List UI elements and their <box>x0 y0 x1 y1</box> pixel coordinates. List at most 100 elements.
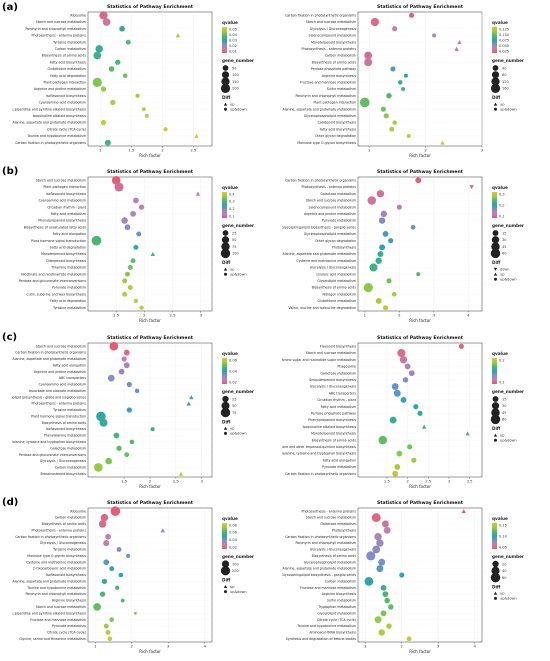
legend-diff-label: up <box>500 592 505 596</box>
pathway-label: Glycolysis / Gluconeogenesis <box>40 541 87 545</box>
pathway-label: Glycolysis / Gluconeogenesis <box>310 548 357 552</box>
panel-letter-b: (b) <box>2 166 19 177</box>
pathway-point <box>380 106 386 112</box>
x-tick-label: 2.5 <box>173 479 180 484</box>
x-tick-label: 4 <box>473 644 476 649</box>
pathway-point <box>125 39 131 45</box>
x-tick-label: 3 <box>433 313 436 318</box>
legend-diff-title: Diff <box>492 584 501 589</box>
legend-size-label: 75 <box>232 411 236 415</box>
legend-qvalue-tick: 0.03 <box>229 38 237 42</box>
pathway-point <box>374 533 382 541</box>
chart-title: Statistics of Pathway Enrichment <box>377 169 464 175</box>
legend-size-label: 40 <box>502 569 506 573</box>
pathway-label: Glycerophospholipid metabolism <box>304 232 356 236</box>
pathway-point <box>100 86 107 92</box>
legend-diff-label: up&down <box>500 597 517 601</box>
x-tick-label: 1 <box>368 148 371 153</box>
pathway-point <box>392 26 398 32</box>
pathway-label: Carbon fixation in photosynthetic organi… <box>15 351 86 355</box>
pathway-label: Fructose and mannose metabolism <box>30 618 86 622</box>
pathway-point <box>465 431 470 436</box>
x-tick-label: 2 <box>401 644 404 649</box>
legend-size-dot <box>221 560 230 568</box>
legend-size-dot <box>492 65 499 71</box>
legend-size-label: 100 <box>232 562 239 566</box>
pathway-point <box>413 404 419 410</box>
legend-size-label: 45 <box>502 411 506 415</box>
pathway-point <box>366 551 376 561</box>
pathway-point <box>375 298 382 304</box>
x-tick-label: 2.5 <box>190 148 197 153</box>
pathway-point <box>99 418 108 427</box>
legend-qvalue-colorbar <box>492 27 497 53</box>
x-tick-label: 2 <box>406 479 409 484</box>
pathway-point <box>421 424 427 429</box>
x-tick-label: 4 <box>467 313 470 318</box>
pathway-point <box>141 107 146 112</box>
pathway-point <box>189 395 194 400</box>
pathway-label: Starch and sucrose metabolism <box>306 20 356 24</box>
legend-size-label: 20 <box>502 562 506 566</box>
chart-b-right: Statistics of Pathway Enrichment 1 2 3 4 Rich… <box>282 169 525 323</box>
pathway-label: Carbon metabolism <box>325 54 356 58</box>
pathway-point <box>386 93 392 99</box>
x-tick-label: 1 <box>364 313 367 318</box>
pathway-point <box>109 566 115 572</box>
x-tick-label: 1 <box>99 148 102 153</box>
pathway-label: Mannose type O-glycan biosynthesis <box>297 141 356 145</box>
pathway-point <box>378 629 385 636</box>
pathway-point <box>404 363 411 370</box>
pathway-label: Tyrosine metabolism <box>52 40 86 44</box>
pathway-point <box>372 545 381 554</box>
pathway-point <box>105 457 113 465</box>
pathway-point <box>110 99 116 106</box>
pathway-point <box>163 127 168 132</box>
legend-diff-marker <box>493 272 498 276</box>
x-tick-label: 1 <box>364 644 367 649</box>
pathway-label: Phenylalanine, tyrosine and tryptophan b… <box>12 440 86 444</box>
legend-qvalue-tick: 0.04 <box>229 538 238 542</box>
pathway-point <box>111 176 121 185</box>
legend-size-dot <box>491 408 500 417</box>
pathway-point <box>119 25 125 32</box>
pathway-point <box>382 305 389 311</box>
pathway-point <box>92 77 102 87</box>
legend-size-label: 200 <box>232 569 239 573</box>
legend-size-label: 75 <box>232 245 236 249</box>
pathway-point <box>364 58 373 67</box>
legend-diff-title: Diff <box>492 260 501 265</box>
pathway-point <box>123 349 130 356</box>
x-axis-label: Rich factor <box>139 153 161 158</box>
legend-diff-title: Diff <box>492 95 501 100</box>
legend-qvalue-title: qvalue <box>222 20 238 25</box>
legend-qvalue-colorbar <box>222 358 227 384</box>
pathway-point <box>160 528 165 533</box>
pathway-point <box>390 66 396 72</box>
pathway-point <box>124 271 130 277</box>
pathway-label: Pentose phosphate pathway <box>311 67 356 71</box>
plot-frame <box>357 342 483 478</box>
pathway-point <box>458 343 464 349</box>
pathway-point <box>125 553 131 558</box>
pathway-label: Sulfur metabolism <box>327 599 356 603</box>
pathway-point <box>178 471 184 476</box>
legend-qvalue-tick: 0.075 <box>499 38 509 42</box>
legend-diff-title: Diff <box>222 578 231 583</box>
legend-gene-number-title: gene_number <box>222 554 255 559</box>
legend-gene-number-title: gene_number <box>492 389 525 394</box>
legend-diff-label: up&down <box>230 590 247 594</box>
legend-diff-marker <box>494 596 497 600</box>
legend-diff-label: up <box>230 268 235 272</box>
legend-size-label: 25 <box>232 397 236 401</box>
legend-size-dot <box>222 230 229 236</box>
x-tick-label: 3 <box>167 644 170 649</box>
legend-size-dot <box>491 77 500 86</box>
legend-size-label: 160 <box>502 87 509 91</box>
pathway-label: Glycosphingolipid biosynthesis - ganglio… <box>282 225 356 229</box>
pathway-point <box>100 513 109 522</box>
pathway-point <box>99 11 108 20</box>
pathway-label: Selenocompound metabolism <box>309 205 356 209</box>
pathway-point <box>122 278 128 284</box>
pathway-label: Arginine biosynthesis <box>322 74 356 78</box>
